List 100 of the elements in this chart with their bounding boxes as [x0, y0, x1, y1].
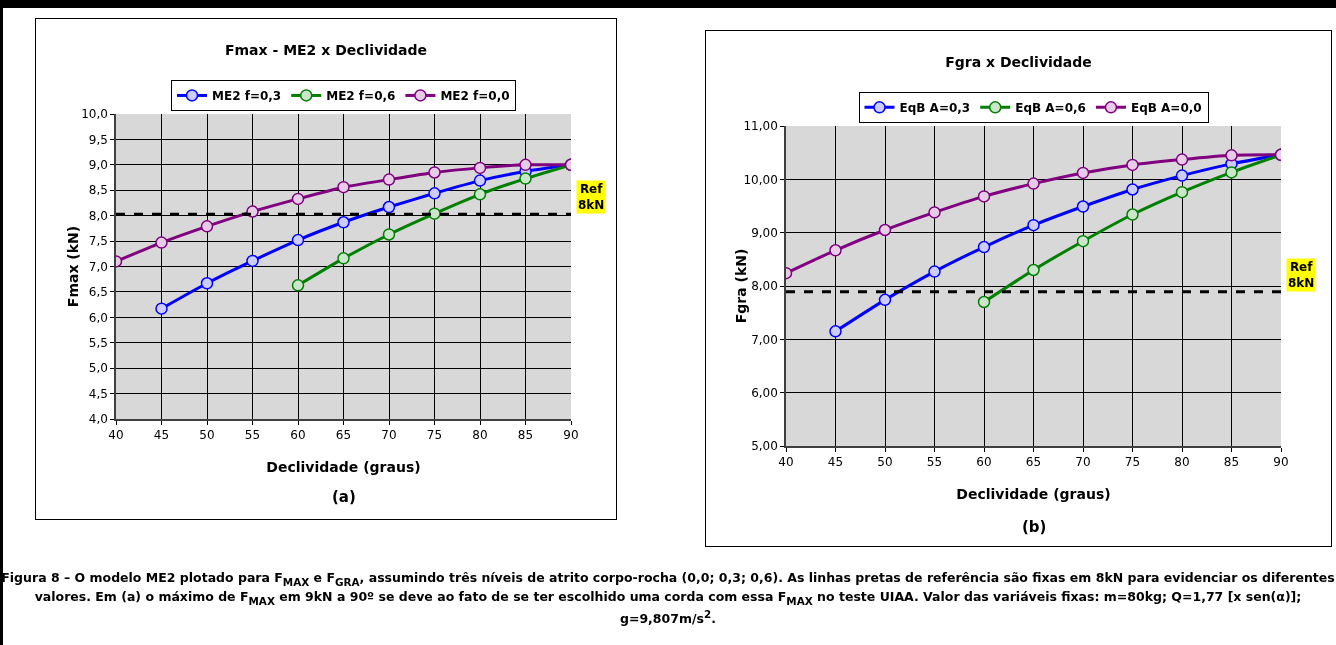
y-tick-label: 8,5	[88, 183, 108, 198]
point	[291, 233, 305, 247]
x-tick-label: 50	[199, 428, 215, 443]
x-tick-label: 40	[778, 455, 794, 470]
x-tick-label: 45	[153, 428, 170, 443]
text: (b)	[1022, 518, 1047, 536]
point	[1175, 185, 1189, 199]
point	[200, 220, 214, 233]
point	[1225, 149, 1238, 162]
x-tick-label: 55	[926, 455, 943, 470]
y-tick-label: 11,00	[743, 119, 778, 134]
y-tick-label: 7,0	[88, 259, 108, 274]
point	[977, 240, 991, 254]
point	[519, 172, 532, 185]
y-tick-label: 6,0	[88, 310, 108, 325]
point	[977, 190, 991, 203]
ref-line-label: Ref 8kN	[578, 182, 605, 212]
legend-label: EqB A=0,0	[1130, 100, 1202, 115]
point	[1126, 208, 1139, 221]
point	[928, 265, 941, 278]
y-tick-label: 9,0	[88, 158, 108, 173]
x-tick-label: 85	[517, 428, 534, 443]
y-tick-label: 4,5	[88, 386, 108, 401]
point	[878, 223, 892, 237]
x-tick-label: 85	[1223, 455, 1240, 470]
point	[291, 192, 305, 206]
point	[155, 302, 168, 315]
x-tick-label: 75	[426, 428, 443, 443]
point	[337, 180, 350, 194]
x-tick-label: 75	[1124, 455, 1141, 470]
point	[1076, 234, 1090, 248]
point	[977, 295, 991, 309]
ref-line-label: Ref 8kN	[1288, 260, 1315, 290]
point	[473, 188, 487, 201]
y-axis-title: Fmax (kN)	[64, 225, 81, 308]
point	[829, 325, 842, 338]
point	[473, 174, 487, 187]
x-tick-label: 70	[1075, 455, 1091, 470]
chart-title: Fmax - ME2 x Declividade	[224, 41, 428, 58]
point	[428, 166, 441, 179]
point	[928, 206, 941, 219]
point	[878, 293, 892, 307]
point	[155, 236, 168, 249]
y-tick-label: 5,5	[88, 335, 108, 350]
y-tick-label: 5,00	[751, 439, 778, 454]
point	[200, 277, 214, 290]
y-tick-label: 6,5	[88, 285, 108, 300]
y-tick-label: 7,00	[751, 332, 778, 347]
y-tick-label: 5,0	[88, 361, 108, 376]
point	[428, 187, 441, 200]
point	[1027, 263, 1040, 277]
point	[246, 254, 259, 268]
point	[382, 228, 396, 241]
y-tick-label: 6,00	[751, 385, 778, 400]
x-tick-label: 60	[976, 455, 992, 470]
x-tick-label: 70	[381, 428, 397, 443]
point	[1175, 169, 1189, 182]
x-tick-label: 65	[335, 428, 352, 443]
x-axis-title: Declividade (graus)	[266, 458, 421, 475]
point	[1225, 166, 1238, 179]
legend-label: EqB A=0,6	[1015, 100, 1086, 115]
x-tick-label: 55	[244, 428, 261, 443]
y-tick-label: 8,00	[751, 279, 778, 294]
y-tick-label: 4,0	[88, 412, 108, 427]
legend-label: EqB A=0,3	[899, 100, 971, 115]
x-axis-title: Declividade (graus)	[956, 485, 1111, 502]
point	[1027, 177, 1040, 190]
point	[1126, 183, 1139, 196]
point	[1027, 218, 1040, 232]
text: Figura 8 – O modelo ME2 plotado para F$_{MAX}$ e F$_{GRA}$, assumindo três níveis de atrito corpo-rocha (0,0; 0,3; 0,6). As linhas pretas de referência são fixas em 8kN para evidenciar os diferentes valores. Em (a) o máximo de F$_{MAX}$ em 9kN a 90º se deve ao fato de se ter escolhido uma corda com essa F$_{MAX}$ no teste UIAA. Valor das variáveis fixas: m=80kg; Q=1,77 [x sen(α)]; g=9,807m/s$^{2}$.	[1, 570, 1335, 627]
x-tick-label: 90	[1273, 455, 1289, 470]
point	[1076, 200, 1090, 213]
text: (a)	[332, 488, 356, 506]
x-tick-label: 50	[877, 455, 893, 470]
point	[428, 207, 441, 220]
legend-label: ME2 f=0,0	[440, 89, 510, 104]
point	[291, 279, 305, 292]
x-tick-label: 60	[290, 428, 306, 443]
point	[1076, 166, 1090, 180]
legend-label: ME2 f=0,3	[212, 89, 282, 104]
x-tick-label: 45	[827, 455, 844, 470]
y-tick-label: 7,5	[88, 234, 108, 249]
chart-title: Fgra x Declividade	[945, 53, 1092, 70]
point	[1175, 153, 1189, 166]
y-tick-label: 10,00	[743, 172, 778, 187]
point	[473, 161, 487, 175]
y-tick-label: 10,0	[81, 107, 108, 122]
point	[337, 252, 350, 265]
y-tick-label: 9,5	[88, 132, 108, 147]
x-tick-label: 80	[1174, 455, 1190, 470]
y-tick-label: 8,0	[88, 208, 108, 223]
point	[519, 158, 532, 172]
x-tick-label: 65	[1025, 455, 1042, 470]
point	[829, 244, 842, 257]
point	[337, 216, 350, 229]
point	[382, 200, 396, 214]
legend-label: ME2 f=0,6	[326, 89, 396, 104]
x-tick-label: 80	[472, 428, 488, 443]
point	[1126, 158, 1139, 172]
y-axis-title: Fgra (kN)	[733, 248, 750, 324]
